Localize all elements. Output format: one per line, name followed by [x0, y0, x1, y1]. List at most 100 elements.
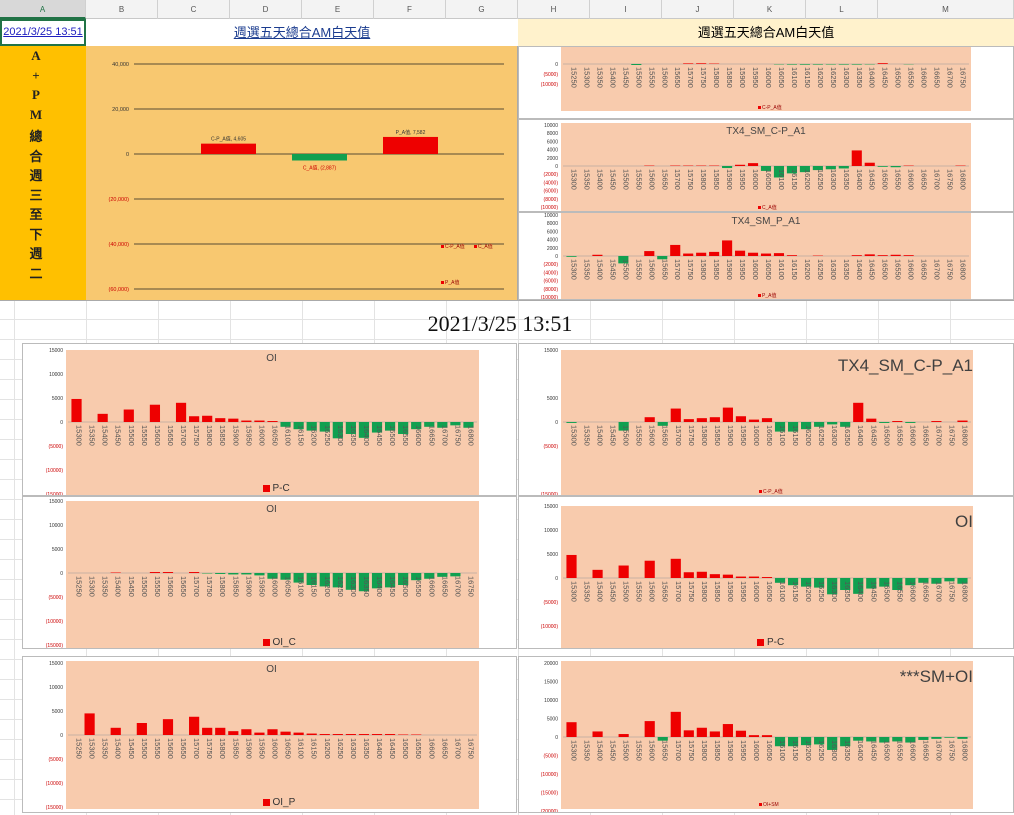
- x-tick-label: 15800: [700, 425, 709, 446]
- y-tick-label: 5000: [547, 717, 558, 723]
- column-header-f[interactable]: F: [374, 0, 446, 19]
- x-tick-label: 16300: [842, 67, 851, 88]
- chart-panel-p7[interactable]: 15000 10000 5000 0 (5000) (10000) (15000) 15300…: [518, 496, 1014, 649]
- y-tick-label: 2000: [547, 156, 558, 162]
- bar: [709, 251, 720, 256]
- x-tick-label: 16800: [960, 740, 969, 761]
- x-tick-label: 15550: [153, 576, 162, 597]
- legend-swatch: [758, 206, 761, 210]
- column-header-e[interactable]: E: [302, 0, 374, 19]
- legend-swatch: [262, 798, 270, 806]
- chart-legend: P-C: [262, 483, 290, 494]
- bar: [631, 64, 642, 65]
- bar: [787, 737, 799, 747]
- plot-area: [561, 661, 973, 809]
- x-tick-label: 15850: [713, 581, 722, 602]
- chart-panel-p9[interactable]: 20000 15000 10000 5000 0 (5000) (10000) (15000)…: [518, 656, 1014, 813]
- y-tick-label: (2000): [544, 262, 559, 268]
- bar: [254, 420, 265, 422]
- chart-panel-p6[interactable]: 15000 10000 5000 0 (5000) (10000) (15000) 15250…: [22, 496, 517, 649]
- x-tick-label: 16500: [882, 581, 891, 602]
- x-tick-label: 15300: [570, 581, 579, 602]
- x-tick-label: 16700: [440, 425, 449, 446]
- column-header-j[interactable]: J: [662, 0, 734, 19]
- column-header-l[interactable]: L: [806, 0, 878, 19]
- x-tick-label: 15400: [114, 576, 123, 597]
- bar: [931, 421, 942, 422]
- x-tick-label: 16750: [947, 425, 956, 446]
- x-tick-label: 15750: [205, 738, 214, 759]
- bar: [175, 402, 187, 422]
- x-tick-label: 16150: [790, 259, 799, 280]
- bar: [358, 422, 370, 438]
- column-header-h[interactable]: H: [518, 0, 590, 19]
- bar: [735, 730, 747, 737]
- title-left-link[interactable]: 週選五天總合AM白天值: [86, 19, 518, 46]
- y-tick-label: 10000: [49, 372, 63, 378]
- x-tick-label: 15650: [166, 425, 175, 446]
- column-header-g[interactable]: G: [446, 0, 518, 19]
- y-tick-label: (10000): [541, 205, 559, 211]
- chart-panel-p1[interactable]: 0 (5000) (10000) 15250 15300 15350 15400 15450 1…: [518, 46, 1014, 119]
- bar: [657, 422, 668, 426]
- x-tick-label: 15600: [166, 576, 175, 597]
- bar: [566, 422, 577, 423]
- x-tick-label: 15650: [179, 738, 188, 759]
- chart-panel-p2[interactable]: 10000 8000 6000 4000 2000 0 (2000) (4000) (6000)…: [518, 119, 1014, 212]
- chart-panel-p3[interactable]: 10000 8000 6000 4000 2000 0 (2000) (4000) (6000)…: [518, 212, 1014, 300]
- cell-a1-timestamp[interactable]: 2021/3/25 13:51: [0, 19, 86, 46]
- x-tick-label: 16250: [336, 738, 345, 759]
- column-header-d[interactable]: D: [230, 0, 302, 19]
- y-tick-label: (10000): [541, 624, 559, 630]
- x-tick-label: 16700: [933, 169, 942, 190]
- x-tick-label: 16650: [921, 581, 930, 602]
- chart-panel-p5[interactable]: 15000 5000 0 (5000) (15000) 15300 15350 15400 15…: [518, 343, 1014, 496]
- x-tick-label: 15850: [725, 67, 734, 88]
- x-tick-label: 16650: [440, 738, 449, 759]
- y-tick-label: 5000: [52, 396, 63, 402]
- y-tick-label: (10000): [541, 82, 559, 88]
- bar: [722, 166, 733, 169]
- bar: [787, 422, 799, 432]
- bar: [280, 731, 291, 735]
- chart-panel-p4[interactable]: 15000 10000 5000 0 (5000) (10000) (15000) 15300…: [22, 343, 517, 496]
- x-tick-label: 15900: [738, 67, 747, 88]
- column-header-i[interactable]: I: [590, 0, 662, 19]
- column-header-k[interactable]: K: [734, 0, 806, 19]
- x-tick-label: 16150: [791, 581, 800, 602]
- column-header-m[interactable]: M: [878, 0, 1014, 19]
- x-tick-label: 16700: [934, 425, 943, 446]
- column-header-c[interactable]: C: [158, 0, 230, 19]
- x-tick-label: 16750: [466, 576, 475, 597]
- bar: [696, 252, 707, 256]
- summary-legend-label: P_A值: [445, 279, 459, 286]
- column-header-b[interactable]: B: [86, 0, 158, 19]
- x-tick-label: 16500: [881, 259, 890, 280]
- bar: [618, 256, 629, 264]
- y-tick-label: 15000: [49, 499, 63, 505]
- bar: [892, 421, 903, 422]
- x-tick-label: 16050: [765, 740, 774, 761]
- x-tick-label: 16600: [920, 67, 929, 88]
- bar: [618, 734, 629, 737]
- legend-label: C_A值: [762, 205, 777, 211]
- chart-panel-p8[interactable]: 15000 10000 5000 0 (5000) (10000) (15000) 15250…: [22, 656, 517, 813]
- x-tick-label: 16750: [947, 581, 956, 602]
- x-tick-label: 15850: [231, 738, 240, 759]
- column-header-a[interactable]: A: [0, 0, 86, 19]
- x-tick-label: 15400: [595, 169, 604, 190]
- x-tick-label: 16450: [388, 738, 397, 759]
- x-tick-label: 15550: [634, 259, 643, 280]
- x-tick-label: 16500: [881, 169, 890, 190]
- bar: [905, 578, 916, 586]
- x-tick-label: 16750: [959, 67, 968, 88]
- bar: [683, 572, 694, 578]
- y-tick-label: 0: [555, 420, 558, 426]
- x-tick-label: 16250: [816, 169, 825, 190]
- bar: [463, 422, 474, 428]
- x-tick-label: 15750: [699, 67, 708, 88]
- x-tick-label: 16500: [882, 740, 891, 761]
- bar: [760, 166, 772, 171]
- x-tick-label: 16600: [907, 259, 916, 280]
